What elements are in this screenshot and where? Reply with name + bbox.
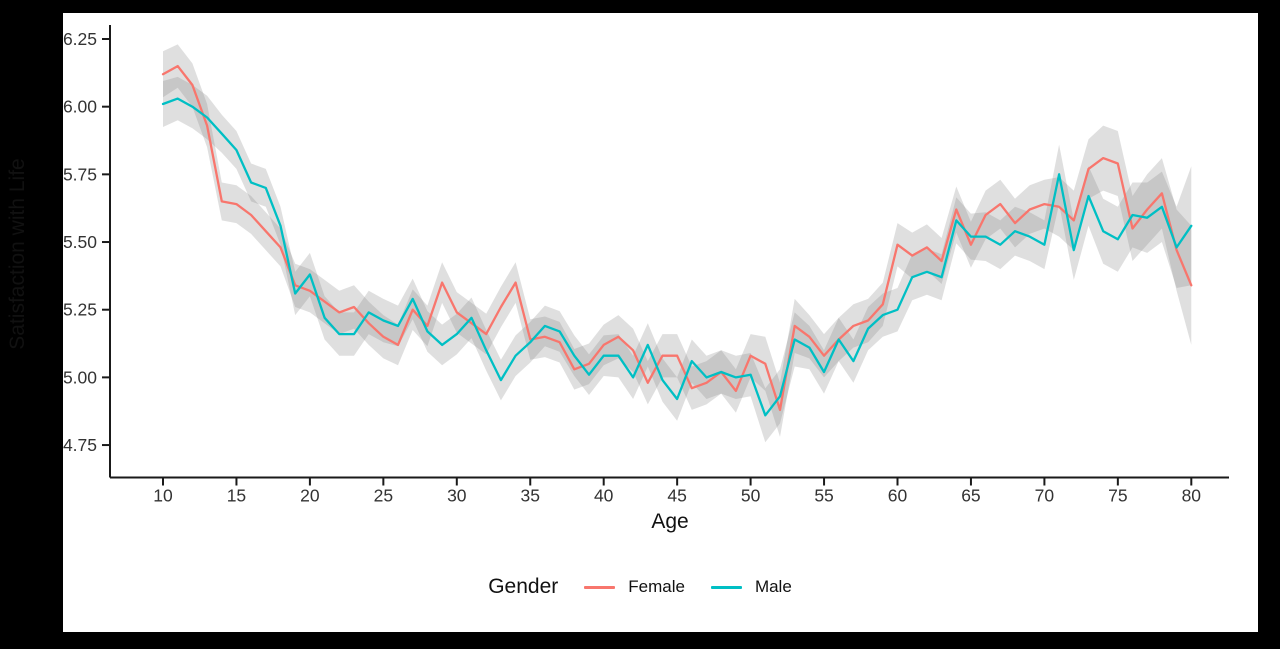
y-tick-label: 4.75 [63,435,97,455]
x-tick-label: 65 [961,486,980,506]
x-tick-label: 55 [814,486,833,506]
y-axis-title: Satisfaction with Life [6,158,29,350]
confidence-band-male [163,76,1192,443]
x-tick-label: 60 [888,486,908,506]
x-tick-label: 30 [447,486,467,506]
legend-item-male: Male [710,577,792,597]
x-tick-label: 75 [1108,486,1127,506]
male-line-key-icon [710,585,742,589]
line-male [161,97,1193,417]
line-female [161,64,1193,412]
x-tick-label: 45 [667,486,686,506]
legend: Gender Female Male [0,575,1280,599]
y-tick-label: 5.50 [63,232,97,252]
legend-label-female: Female [628,577,685,596]
x-tick-label: 35 [521,486,540,506]
x-tick-label: 15 [227,486,246,506]
x-tick-label: 50 [741,486,761,506]
x-tick-label: 25 [374,486,393,506]
y-tick-label: 6.25 [63,29,97,49]
x-tick-label: 70 [1035,486,1055,506]
x-tick-label: 40 [594,486,614,506]
legend-title: Gender [488,575,559,598]
female-line-key-icon [584,585,616,589]
y-tick-label: 5.00 [63,367,97,387]
y-tick-label: 5.75 [63,164,97,184]
plot-panel [63,13,1258,632]
y-tick-label: 5.25 [63,300,97,320]
legend-label-male: Male [754,577,792,596]
x-tick-label: 20 [300,486,320,506]
y-tick-label: 6.00 [63,97,97,117]
x-tick-label: 80 [1182,486,1202,506]
x-tick-label: 10 [153,486,173,506]
x-axis-title: Age [651,510,689,533]
legend-item-female: Female [584,577,685,597]
